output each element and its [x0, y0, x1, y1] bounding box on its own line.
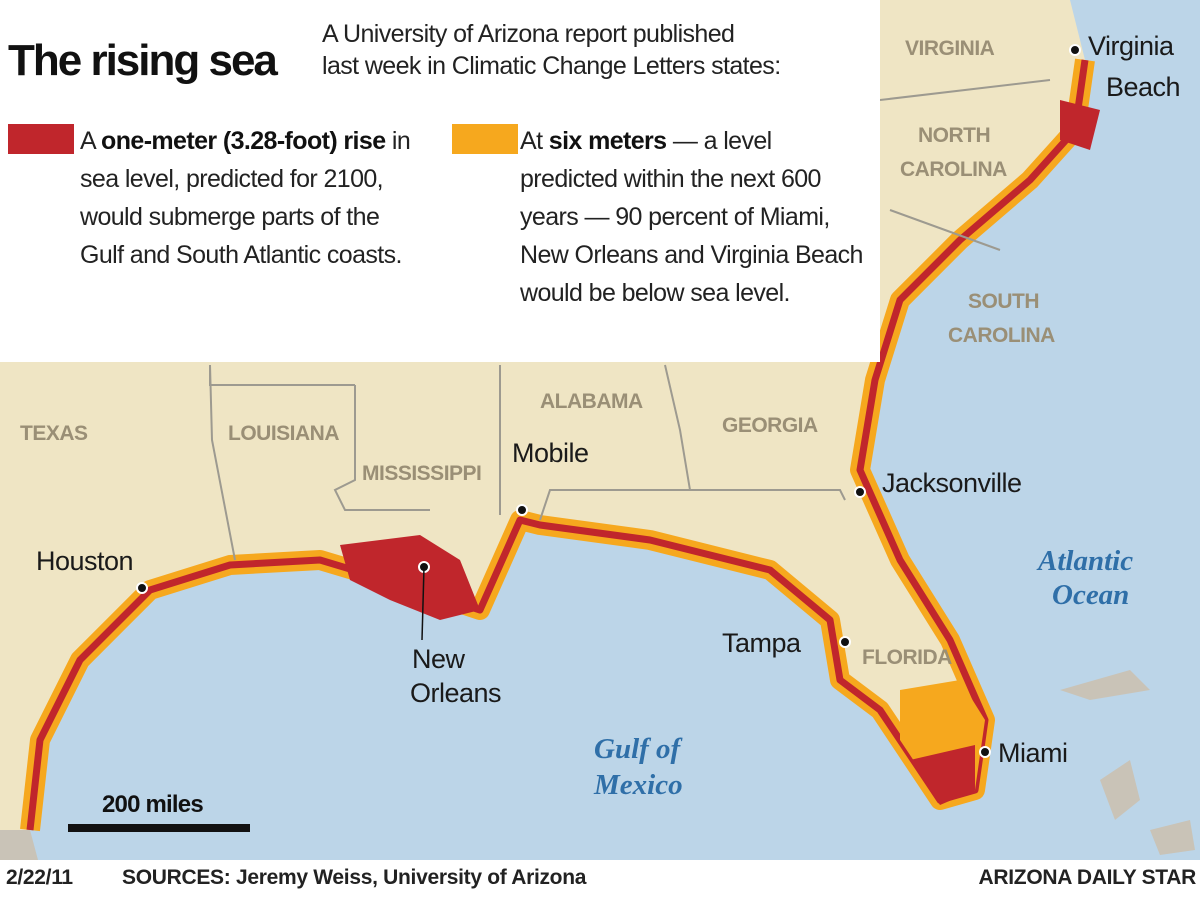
state-label: MISSISSIPPI	[362, 462, 481, 485]
state-label: LOUISIANA	[228, 422, 339, 445]
scale-bar	[68, 824, 250, 832]
intro: A University of Arizona report published…	[322, 18, 781, 82]
city-label: Orleans	[410, 678, 501, 708]
state-label: GEORGIA	[722, 414, 818, 437]
footer-sources: SOURCES: Jeremy Weiss, University of Ari…	[122, 866, 587, 889]
florida-red	[910, 745, 975, 805]
state-label: NORTH	[918, 124, 990, 147]
state-label: CAROLINA	[900, 158, 1007, 181]
city-label: Virginia	[1088, 31, 1175, 61]
islands	[1060, 670, 1195, 855]
water-label: Mexico	[593, 769, 683, 801]
city-label: Miami	[998, 738, 1068, 768]
coast-one-meter	[26, 59, 1089, 831]
leader-line	[421, 566, 425, 641]
water-label: Gulf of	[594, 733, 684, 765]
city-label: New	[412, 644, 466, 674]
mexico	[0, 830, 38, 860]
city-label: Jacksonville	[882, 468, 1022, 498]
legend-body: in sea level, predicted for 2100, would …	[80, 127, 411, 269]
legend-body: — a level predicted within the next 600 …	[520, 127, 863, 307]
state-label: FLORIDA	[862, 646, 952, 669]
city-label: Beach	[1106, 72, 1180, 102]
state-label: VIRGINIA	[905, 37, 995, 60]
state-label: CAROLINA	[948, 324, 1055, 347]
footer-credit: ARIZONA DAILY STAR	[978, 866, 1197, 889]
title: The rising sea	[8, 36, 278, 85]
state-label: TEXAS	[20, 422, 88, 445]
footer-date: 2/22/11	[6, 866, 73, 889]
state-label: ALABAMA	[540, 390, 643, 413]
city-label: Mobile	[512, 438, 589, 468]
state-label: SOUTH	[968, 290, 1039, 313]
legend-lead: A	[80, 127, 102, 155]
legend-lead: At	[520, 127, 549, 155]
legend-bold: six meters	[548, 127, 667, 155]
scale-label: 200 miles	[102, 791, 203, 818]
legend-text: At six meters — a level predicted within…	[520, 122, 865, 312]
city-label: Tampa	[722, 628, 802, 658]
legend-text: A one-meter (3.28-foot) rise in sea leve…	[80, 122, 415, 274]
intro-line: A University of Arizona report published	[322, 20, 735, 48]
delta-flood	[340, 535, 480, 620]
sound-flood	[1060, 100, 1100, 150]
legend-bold: one-meter (3.28-foot) rise	[101, 127, 386, 155]
water-label: Ocean	[1052, 579, 1129, 611]
legend-swatch	[8, 124, 74, 154]
city-label: Houston	[36, 546, 133, 576]
intro-line: last week in Climatic Change Letters sta…	[322, 52, 781, 80]
water-label: Atlantic	[1036, 545, 1133, 577]
legend-swatch	[452, 124, 518, 154]
text-panel: The rising sea A University of Arizona r…	[0, 0, 880, 362]
